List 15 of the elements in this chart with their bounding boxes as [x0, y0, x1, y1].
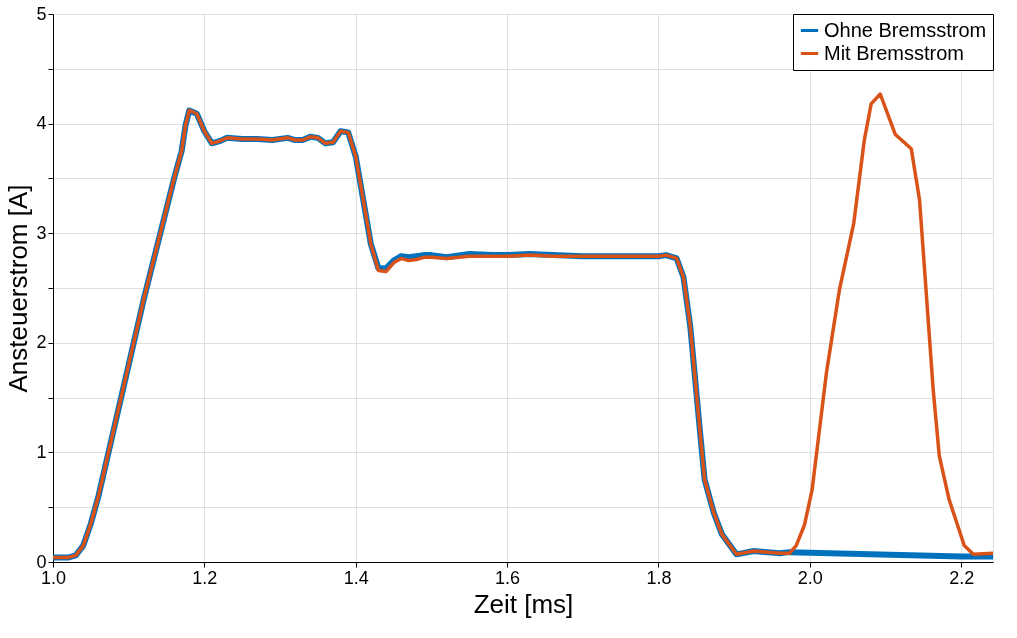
- x-tick-label: 1.2: [192, 567, 218, 588]
- y-axis-title: Ansteuerstrom [A]: [3, 184, 34, 393]
- x-tick-label: 2.0: [797, 567, 823, 588]
- x-tick-label: 1.6: [495, 567, 521, 588]
- legend-label: Ohne Bremsstrom: [824, 18, 987, 41]
- x-tick-label: 2.2: [949, 567, 975, 588]
- y-tick-label: 3: [36, 222, 47, 243]
- y-tick-label: 1: [36, 441, 47, 462]
- y-tick-label: 2: [36, 332, 47, 353]
- x-tick-label: 1.4: [343, 567, 369, 588]
- y-tick-label: 4: [36, 113, 47, 134]
- legend-label: Mit Bremsstrom: [824, 41, 964, 64]
- y-tick-label: 5: [36, 3, 47, 24]
- x-axis-title: Zeit [ms]: [473, 588, 574, 619]
- x-tick-label: 1.8: [646, 567, 672, 588]
